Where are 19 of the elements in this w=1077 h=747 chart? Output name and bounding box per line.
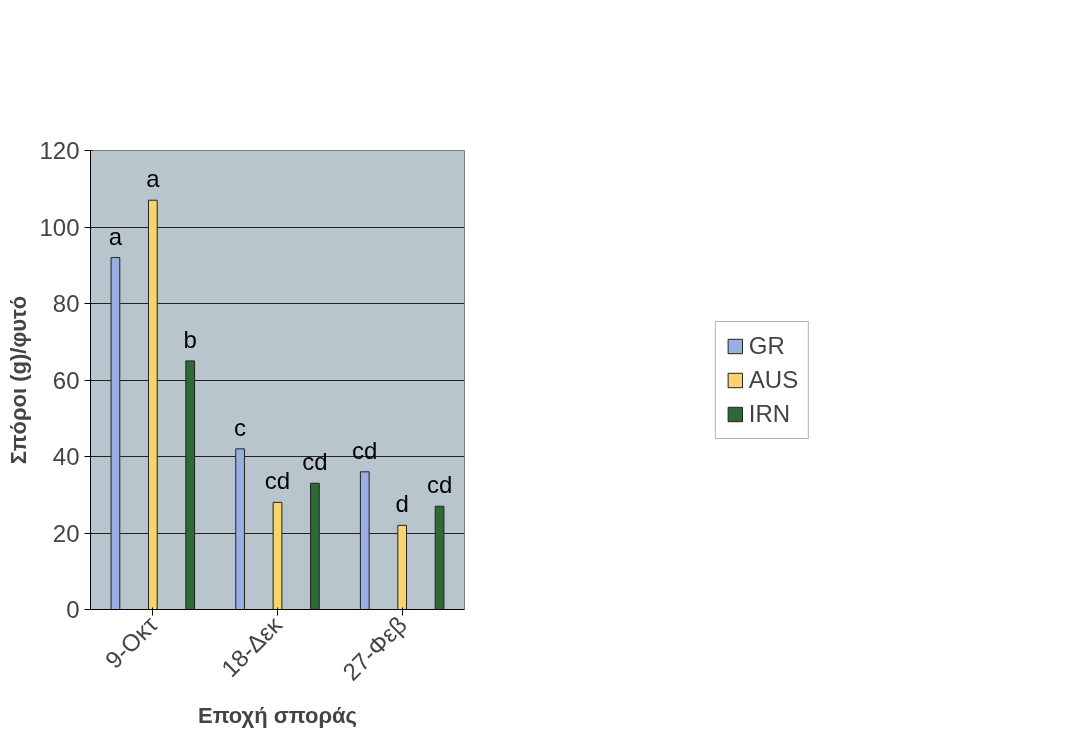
data-label: a	[146, 165, 161, 193]
y-tick-label: 0	[66, 596, 80, 623]
data-label: c	[234, 413, 247, 441]
data-label: b	[183, 325, 197, 353]
y-tick-label: 80	[52, 290, 80, 317]
y-tick-label: 60	[52, 366, 80, 394]
y-tick-label: 20	[52, 519, 80, 547]
legend-label: AUS	[748, 365, 799, 394]
data-label: cd	[426, 471, 453, 499]
legend-label: GR	[748, 331, 785, 360]
data-label: d	[395, 490, 409, 518]
y-tick-label: 100	[39, 213, 80, 241]
y-tick-label: 40	[52, 443, 80, 470]
y-tick-label: 120	[39, 137, 80, 164]
x-axis-title: Εποχή σποράς	[197, 702, 358, 728]
legend-label: IRN	[748, 399, 791, 428]
data-label: a	[108, 222, 123, 250]
y-axis-title: Σπόροι (g)/φυτό	[6, 295, 32, 465]
data-label: cd	[264, 467, 291, 495]
